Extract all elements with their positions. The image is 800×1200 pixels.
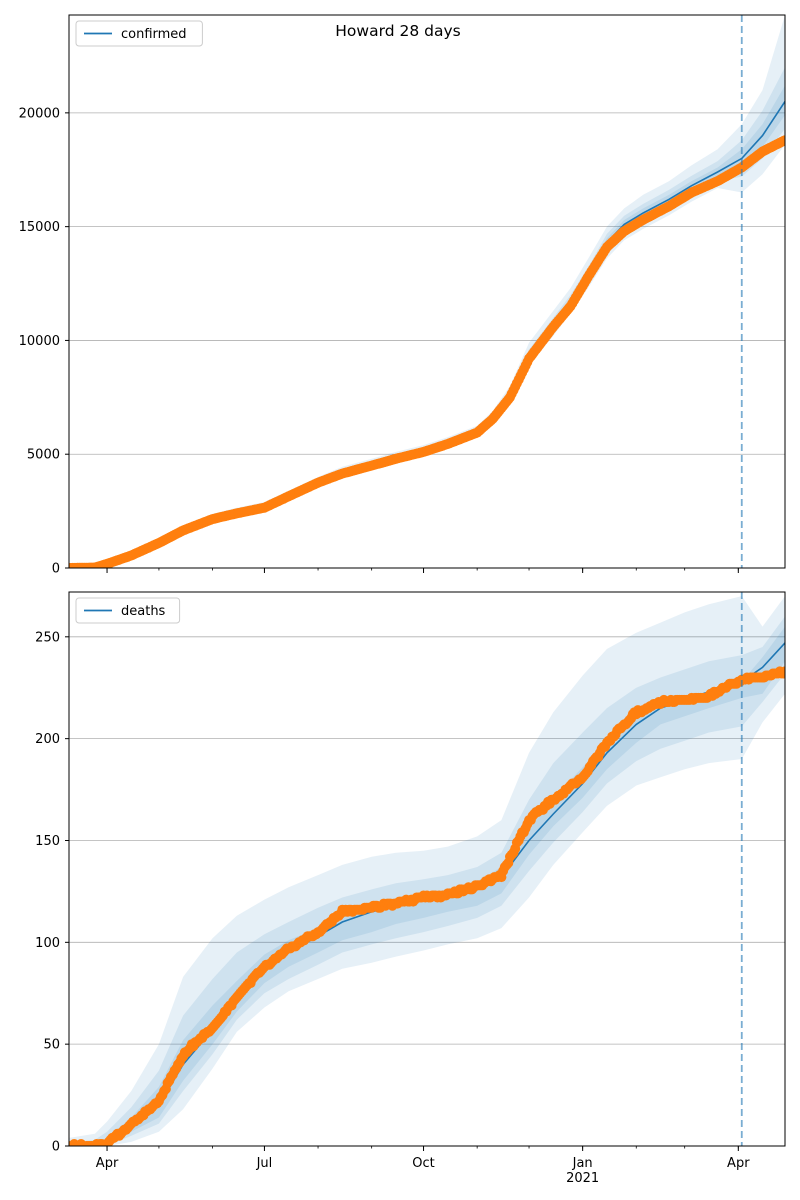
y-tick-label: 15000 [19, 220, 60, 235]
y-tick-label: 100 [35, 936, 60, 951]
legend-label: confirmed [121, 27, 187, 42]
x-tick-label: Apr [96, 1156, 119, 1171]
plot-area [69, 15, 785, 568]
observed-point [780, 135, 785, 146]
x-tick-label: Jan 2021 [566, 1156, 599, 1186]
plot-area [69, 596, 785, 1146]
y-tick-label: 10000 [19, 334, 60, 349]
legend-box [75, 20, 203, 47]
y-tick-label: 0 [52, 1140, 60, 1155]
axes-frame [68, 591, 786, 1147]
y-tick-label: 250 [35, 630, 60, 645]
confirmed-panel: 0 5000 10000 15000 20000 confirmed [19, 14, 786, 577]
axes-frame [68, 14, 786, 569]
x-tick-label: Apr [727, 1156, 750, 1171]
x-tick-label: Oct [412, 1156, 434, 1171]
y-tick-label: 20000 [19, 106, 60, 121]
uncertainty-band-3 [69, 626, 785, 1146]
deaths-panel: 0 50 100 150 200 250 Apr Jul Oct Jan 2021 Apr deaths [35, 591, 786, 1186]
y-tick-label: 200 [35, 732, 60, 747]
x-tick-label: Jul [256, 1156, 273, 1171]
y-tick-label: 50 [43, 1038, 60, 1053]
observed-point [780, 666, 785, 677]
y-tick-label: 150 [35, 834, 60, 849]
y-tick-label: 0 [52, 562, 60, 577]
uncertainty-band-1 [69, 596, 785, 1146]
y-tick-label: 5000 [27, 448, 60, 463]
legend-label: deaths [121, 604, 166, 619]
figure-title: Howard 28 days [335, 22, 460, 40]
legend-box [75, 597, 181, 624]
